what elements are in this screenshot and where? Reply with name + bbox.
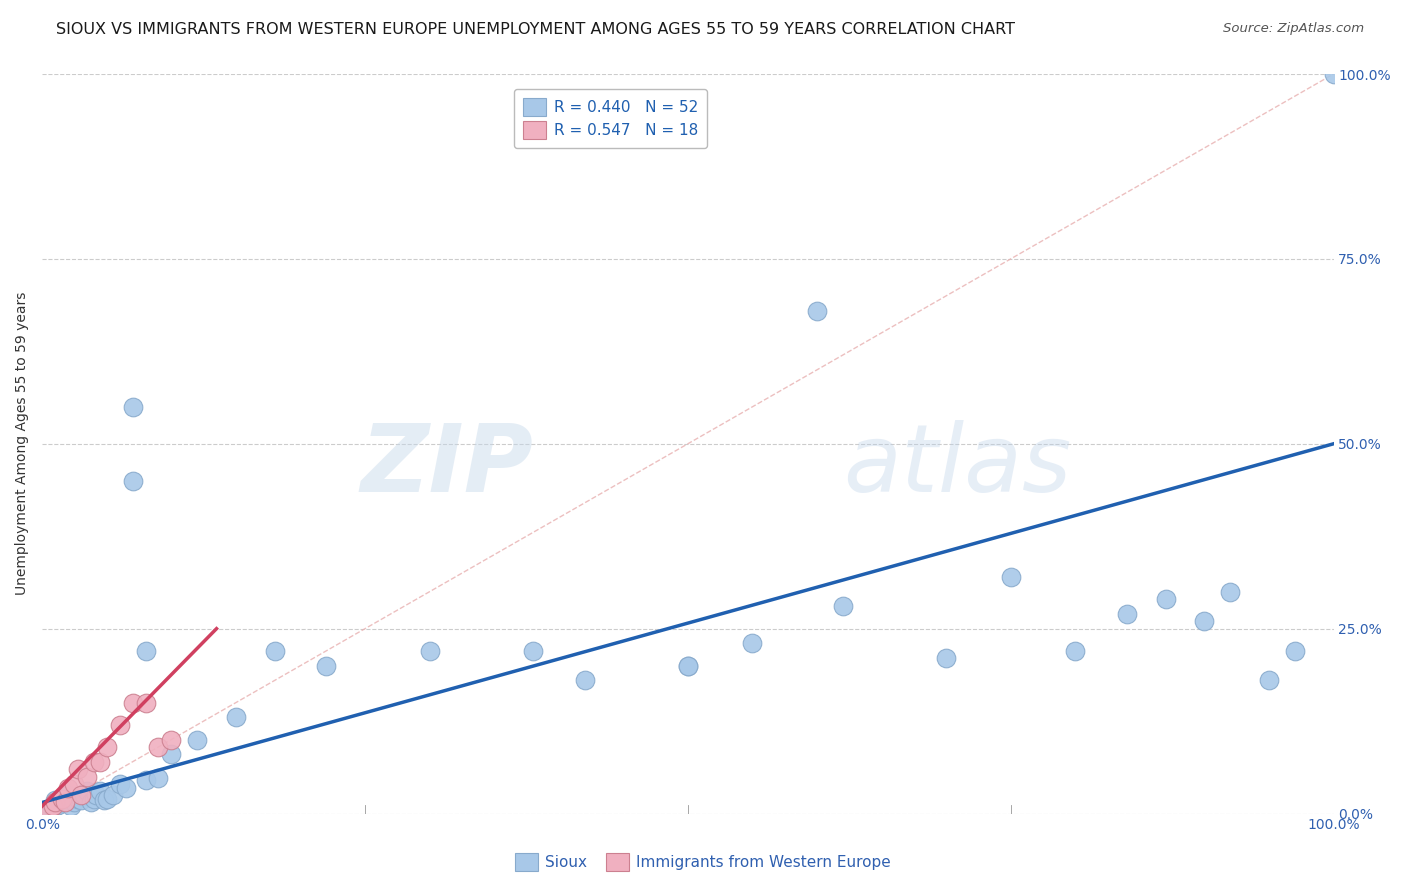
Point [59, 799, 82, 814]
Point [935, 651, 957, 665]
Point [186, 732, 208, 747]
Point [38, 803, 60, 817]
Point [121, 400, 143, 414]
Point [80, 796, 103, 810]
Point [70, 790, 93, 805]
Point [70, 788, 93, 802]
Point [419, 644, 441, 658]
Point [1219, 584, 1241, 599]
Point [51, 796, 73, 810]
Point [121, 474, 143, 488]
Point [225, 710, 247, 724]
Point [83, 755, 105, 769]
Point [44, 793, 66, 807]
Point [134, 644, 156, 658]
Point [134, 773, 156, 788]
Point [86, 788, 108, 802]
Point [67, 791, 90, 805]
Point [44, 796, 66, 810]
Point [72, 788, 94, 802]
Point [63, 777, 86, 791]
Point [76, 770, 98, 784]
Point [806, 303, 828, 318]
Point [38, 803, 60, 817]
Point [76, 784, 98, 798]
Point [1154, 592, 1177, 607]
Point [96, 739, 118, 754]
Point [1284, 644, 1306, 658]
Point [263, 644, 285, 658]
Point [115, 780, 138, 795]
Point [56, 788, 79, 802]
Point [51, 791, 73, 805]
Point [1064, 644, 1087, 658]
Point [89, 755, 111, 769]
Point [89, 784, 111, 798]
Point [574, 673, 596, 688]
Legend: R = 0.440   N = 52, R = 0.547   N = 18: R = 0.440 N = 52, R = 0.547 N = 18 [513, 89, 707, 148]
Point [44, 799, 66, 814]
Point [831, 599, 853, 614]
Point [1000, 570, 1022, 584]
Point [315, 658, 337, 673]
Point [121, 696, 143, 710]
Y-axis label: Unemployment Among Ages 55 to 59 years: Unemployment Among Ages 55 to 59 years [15, 292, 30, 596]
Point [56, 780, 79, 795]
Point [55, 796, 77, 810]
Point [676, 658, 699, 673]
Text: Source: ZipAtlas.com: Source: ZipAtlas.com [1223, 22, 1364, 36]
Text: atlas: atlas [842, 420, 1071, 511]
Point [108, 718, 131, 732]
Point [1115, 607, 1137, 621]
Point [70, 793, 93, 807]
Point [148, 739, 170, 754]
Text: ZIP: ZIP [360, 420, 533, 512]
Point [160, 732, 183, 747]
Text: SIOUX VS IMMIGRANTS FROM WESTERN EUROPE UNEMPLOYMENT AMONG AGES 55 TO 59 YEARS C: SIOUX VS IMMIGRANTS FROM WESTERN EUROPE … [56, 22, 1015, 37]
Point [1194, 614, 1216, 628]
Point [108, 777, 131, 791]
Point [83, 791, 105, 805]
Point [93, 793, 115, 807]
Point [134, 696, 156, 710]
Point [160, 747, 183, 762]
Point [67, 762, 90, 776]
Point [1258, 673, 1281, 688]
Point [63, 796, 86, 810]
Point [1322, 67, 1344, 81]
Point [55, 791, 77, 805]
Point [148, 771, 170, 785]
Point [41, 799, 63, 814]
Legend: Sioux, Immigrants from Western Europe: Sioux, Immigrants from Western Europe [509, 847, 897, 877]
Point [522, 644, 544, 658]
Point [741, 636, 763, 650]
Point [103, 788, 125, 802]
Point [46, 797, 69, 812]
Point [41, 800, 63, 814]
Point [676, 658, 699, 673]
Point [96, 791, 118, 805]
